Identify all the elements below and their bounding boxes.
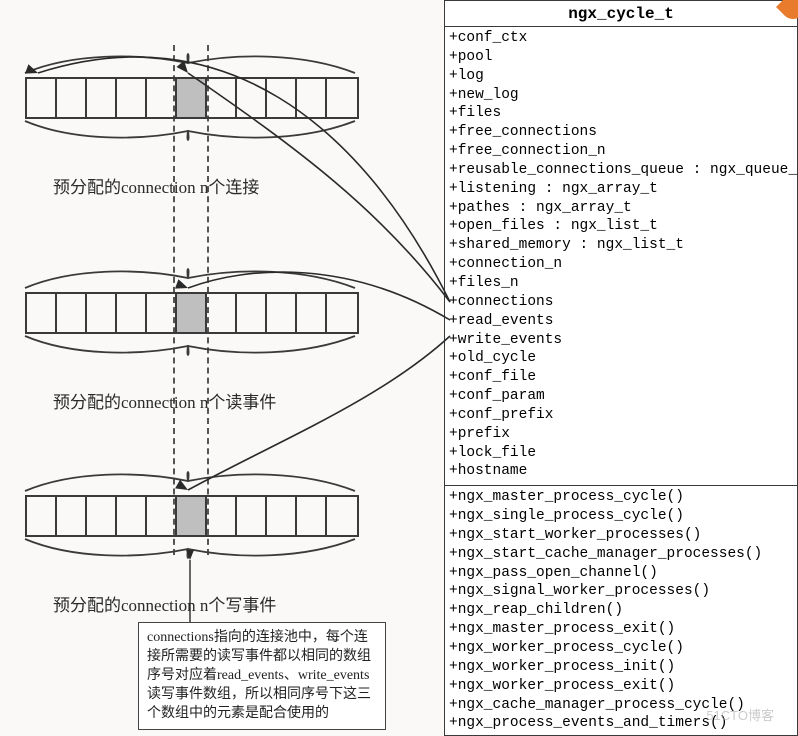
class-field-row: +files <box>449 104 793 123</box>
array-cell <box>117 294 147 332</box>
class-method-row: +ngx_master_process_exit() <box>449 620 793 639</box>
array-cell <box>267 294 297 332</box>
array-cell <box>207 294 237 332</box>
array-cell <box>117 497 147 535</box>
class-field-row: +reusable_connections_queue : ngx_queue_… <box>449 161 793 180</box>
array-cell <box>327 79 357 117</box>
array-cell <box>57 79 87 117</box>
array-1 <box>25 292 359 334</box>
array-caption: 预分配的connection n个读事件 <box>53 388 276 413</box>
class-table: ngx_cycle_t +conf_ctx+pool+log+new_log+f… <box>444 0 798 736</box>
class-field-row: +shared_memory : ngx_list_t <box>449 236 793 255</box>
array-cell <box>207 497 237 535</box>
class-field-row: +prefix <box>449 425 793 444</box>
class-method-row: +ngx_worker_process_cycle() <box>449 639 793 658</box>
class-field-row: +log <box>449 67 793 86</box>
array-cell <box>27 79 57 117</box>
array-brace-top <box>23 467 357 493</box>
array-cell <box>177 294 207 332</box>
array-cell <box>327 294 357 332</box>
array-cell <box>237 294 267 332</box>
array-cell <box>327 497 357 535</box>
class-method-row: +ngx_reap_children() <box>449 601 793 620</box>
class-method-row: +ngx_worker_process_init() <box>449 658 793 677</box>
explainer-note-text: connections指向的连接池中，每个连接所需要的读写事件都以相同的数组序号… <box>147 630 371 721</box>
array-cell <box>27 294 57 332</box>
array-brace-top <box>23 264 357 290</box>
class-field-row: +new_log <box>449 86 793 105</box>
array-cell <box>87 79 117 117</box>
class-field-row: +listening : ngx_array_t <box>449 180 793 199</box>
array-cell <box>207 79 237 117</box>
array-cell <box>87 294 117 332</box>
array-brace-top <box>23 49 357 75</box>
class-field-row: +open_files : ngx_list_t <box>449 217 793 236</box>
array-cell <box>87 497 117 535</box>
array-caption: 预分配的connection n个写事件 <box>53 591 276 616</box>
array-cell <box>27 497 57 535</box>
watermark: 51CTO博客 <box>706 705 774 724</box>
class-field-row: +pathes : ngx_array_t <box>449 199 793 218</box>
array-cell <box>297 497 327 535</box>
array-cell <box>177 497 207 535</box>
array-cell <box>57 497 87 535</box>
array-cell <box>117 79 147 117</box>
array-brace <box>23 119 357 145</box>
class-field-row: +lock_file <box>449 444 793 463</box>
class-method-row: +ngx_start_worker_processes() <box>449 526 793 545</box>
class-field-row: +connection_n <box>449 255 793 274</box>
class-field-row: +files_n <box>449 274 793 293</box>
array-cell <box>297 294 327 332</box>
class-field-row: +old_cycle <box>449 349 793 368</box>
array-brace <box>23 537 357 563</box>
array-cell <box>237 497 267 535</box>
array-caption: 预分配的connection n个连接 <box>53 173 259 198</box>
array-cell <box>57 294 87 332</box>
class-field-row: +write_events <box>449 331 793 350</box>
array-0 <box>25 77 359 119</box>
array-cell <box>177 79 207 117</box>
class-field-row: +free_connection_n <box>449 142 793 161</box>
class-field-row: +conf_ctx <box>449 29 793 48</box>
class-methods: +ngx_master_process_cycle()+ngx_single_p… <box>445 485 797 735</box>
array-brace <box>23 334 357 360</box>
class-method-row: +ngx_pass_open_channel() <box>449 564 793 583</box>
array-cell <box>267 79 297 117</box>
class-field-row: +conf_file <box>449 368 793 387</box>
array-cell <box>267 497 297 535</box>
array-2 <box>25 495 359 537</box>
class-fields: +conf_ctx+pool+log+new_log+files+free_co… <box>445 27 797 483</box>
class-method-row: +ngx_start_cache_manager_processes() <box>449 545 793 564</box>
array-cell <box>237 79 267 117</box>
class-field-row: +conf_prefix <box>449 406 793 425</box>
explainer-note: connections指向的连接池中，每个连接所需要的读写事件都以相同的数组序号… <box>138 622 386 730</box>
class-method-row: +ngx_master_process_cycle() <box>449 488 793 507</box>
array-cell <box>147 497 177 535</box>
class-field-row: +free_connections <box>449 123 793 142</box>
array-cell <box>147 79 177 117</box>
class-method-row: +ngx_worker_process_exit() <box>449 677 793 696</box>
class-field-row: +pool <box>449 48 793 67</box>
array-cell <box>147 294 177 332</box>
class-field-row: +connections <box>449 293 793 312</box>
corner-badge-icon <box>776 0 798 24</box>
class-title-text: ngx_cycle_t <box>568 5 674 23</box>
class-field-row: +conf_param <box>449 387 793 406</box>
array-cell <box>297 79 327 117</box>
class-title: ngx_cycle_t <box>445 1 797 27</box>
class-method-row: +ngx_single_process_cycle() <box>449 507 793 526</box>
class-method-row: +ngx_signal_worker_processes() <box>449 582 793 601</box>
diagram-canvas: 预分配的connection n个连接 预分配的connection n个读事件… <box>0 0 798 728</box>
class-field-row: +read_events <box>449 312 793 331</box>
class-field-row: +hostname <box>449 462 793 481</box>
